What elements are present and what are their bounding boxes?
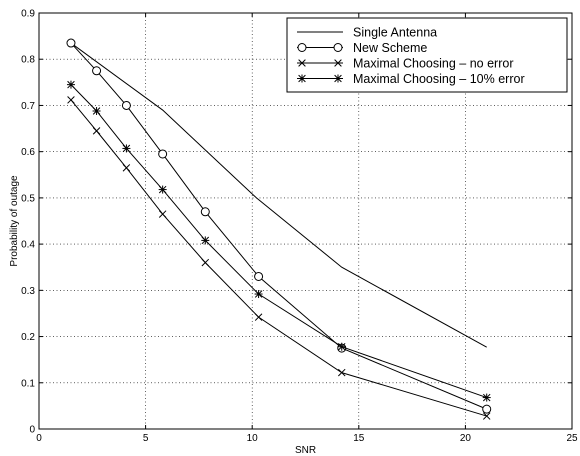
- data-point-circle: [483, 405, 491, 413]
- series-1: [67, 39, 491, 413]
- y-tick-label: 0.9: [21, 9, 35, 20]
- y-tick-label: 0: [29, 425, 35, 436]
- data-point-circle: [122, 101, 130, 109]
- data-point-x: [123, 164, 130, 171]
- data-point-x: [159, 211, 166, 218]
- data-point-star: [201, 236, 209, 244]
- data-point-x: [255, 314, 262, 321]
- data-point-circle: [255, 272, 263, 280]
- x-tick-label: 10: [247, 433, 259, 444]
- y-tick-label: 0.3: [21, 286, 35, 297]
- data-point-x: [68, 96, 75, 103]
- series-line: [71, 43, 487, 409]
- data-point-circle: [93, 67, 101, 75]
- data-point-circle: [159, 150, 167, 158]
- legend-label: Single Antenna: [353, 26, 437, 40]
- data-point-star: [93, 107, 101, 115]
- y-tick-label: 0.1: [21, 378, 35, 389]
- x-tick-label: 20: [460, 433, 472, 444]
- data-point-x: [202, 259, 209, 266]
- legend-label: Maximal Choosing – no error: [353, 57, 514, 71]
- x-axis-label: SNR: [295, 445, 316, 456]
- data-point-star: [483, 394, 491, 402]
- y-tick-label: 0.8: [21, 55, 35, 66]
- legend-label: New Scheme: [353, 41, 427, 55]
- y-tick-label: 0.2: [21, 332, 35, 343]
- x-tick-label: 5: [143, 433, 149, 444]
- data-point-x: [483, 413, 490, 420]
- data-point-circle: [67, 39, 75, 47]
- x-tick-label: 25: [566, 433, 578, 444]
- data-point-circle: [201, 208, 209, 216]
- x-tick-label: 0: [36, 433, 42, 444]
- series-line: [71, 100, 487, 416]
- data-point-star: [67, 81, 75, 89]
- legend-marker: [298, 75, 306, 83]
- series-line: [71, 85, 487, 398]
- legend-marker: [298, 44, 306, 52]
- y-tick-label: 0.4: [21, 240, 35, 251]
- legend-marker: [334, 44, 342, 52]
- series-lines: [67, 39, 491, 419]
- data-point-star: [122, 144, 130, 152]
- series-2: [68, 96, 491, 419]
- data-point-star: [255, 290, 263, 298]
- data-point-x: [338, 369, 345, 376]
- data-point-star: [159, 186, 167, 194]
- legend-marker: [334, 75, 342, 83]
- x-tick-label: 15: [353, 433, 365, 444]
- y-axis-label: Probability of outage: [9, 175, 20, 267]
- data-point-star: [338, 343, 346, 351]
- y-tick-label: 0.6: [21, 147, 35, 158]
- data-point-x: [93, 127, 100, 134]
- y-tick-label: 0.5: [21, 193, 35, 204]
- series-3: [67, 81, 491, 402]
- legend-label: Maximal Choosing – 10% error: [353, 72, 525, 86]
- y-tick-label: 0.7: [21, 101, 35, 112]
